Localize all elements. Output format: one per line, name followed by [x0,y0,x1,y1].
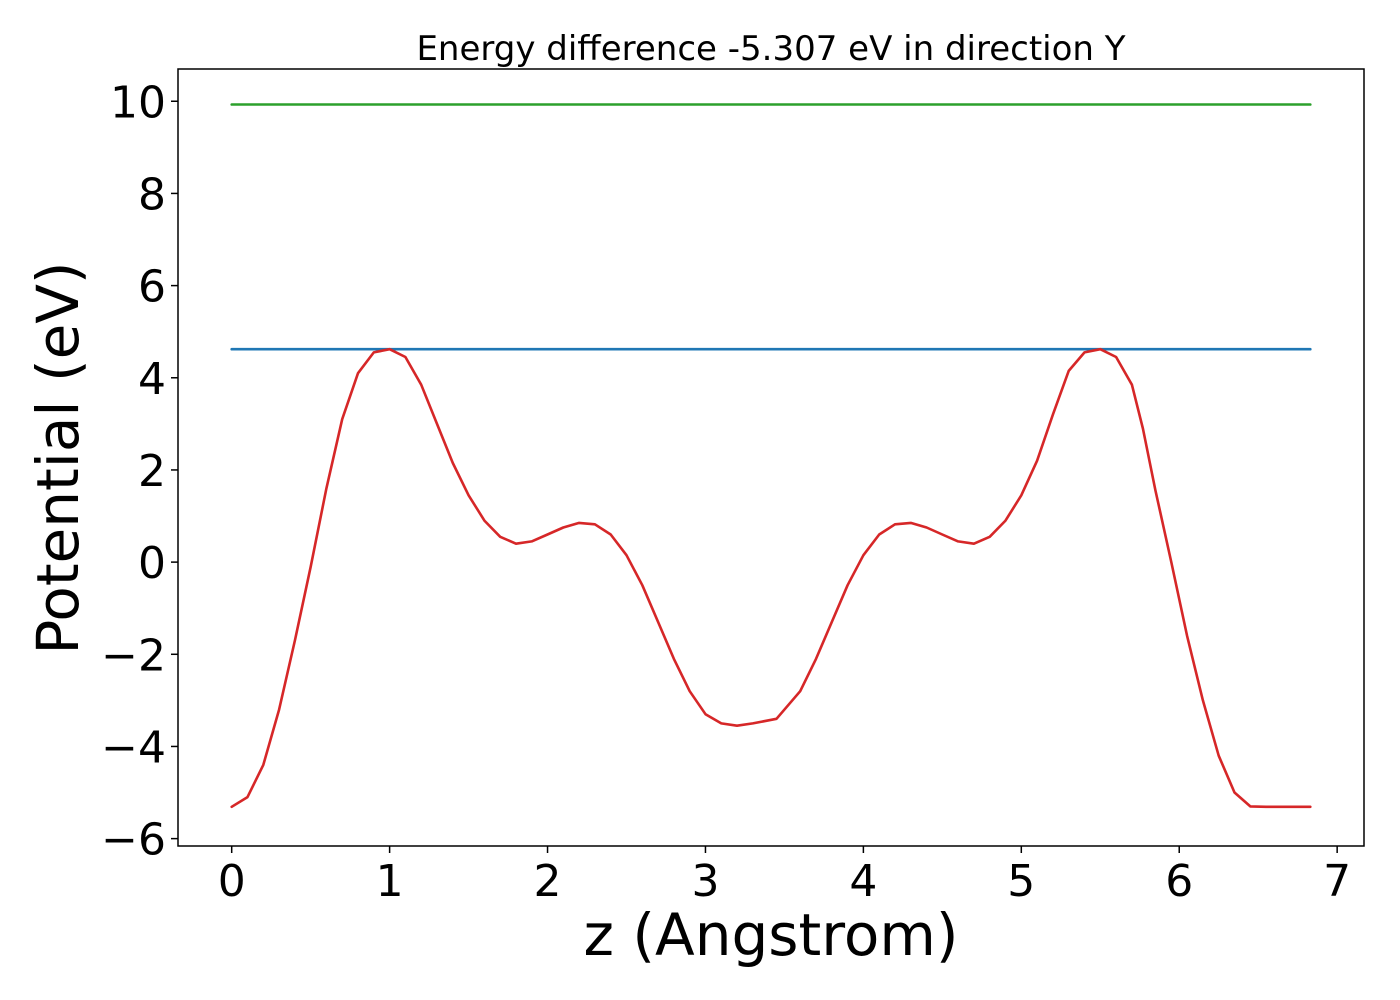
y-tick-label: −2 [101,630,166,681]
x-tick-label: 3 [691,856,719,907]
y-tick-label: 4 [138,354,166,405]
plot-frame [177,68,1365,847]
x-tick-label: 6 [1165,856,1193,907]
x-axis-title: z (Angstrom) [584,901,959,969]
y-tick-label: −6 [101,815,166,866]
y-tick-label: −4 [101,722,166,773]
x-tick-label: 4 [849,856,877,907]
x-tick-label: 1 [376,856,404,907]
x-tick-label: 5 [1007,856,1035,907]
y-tick-label: 0 [138,538,166,589]
y-tick-label: 10 [110,77,166,128]
y-tick-label: 2 [138,446,166,497]
chart-title: Energy difference -5.307 eV in direction… [416,29,1125,69]
y-axis-ticks: −6 −4 −2 0 2 4 6 8 10 [101,77,178,866]
x-axis-ticks: 0 1 2 3 4 5 6 7 [218,846,1351,907]
x-tick-label: 0 [218,856,246,907]
plot-area [230,103,1312,809]
y-axis-title: Potential (eV) [24,261,92,654]
x-tick-label: 7 [1323,856,1351,907]
series-line-red [230,347,1312,809]
y-tick-label: 8 [138,169,166,220]
x-tick-label: 2 [534,856,562,907]
y-tick-label: 6 [138,262,166,313]
